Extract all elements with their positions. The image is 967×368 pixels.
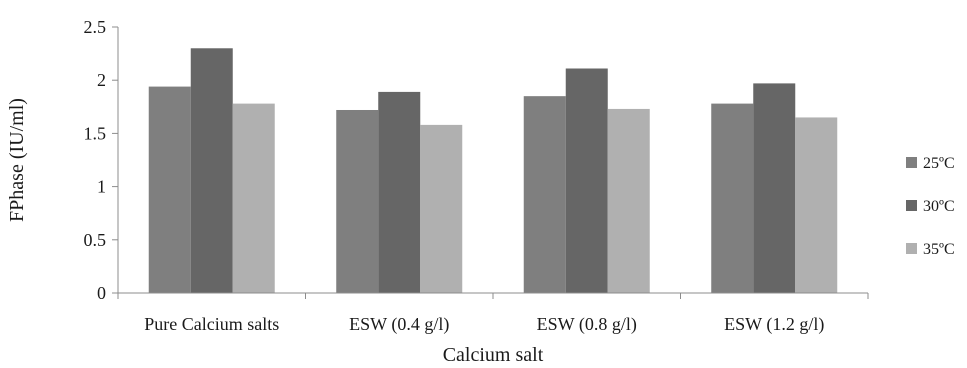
bar-3-2 xyxy=(420,124,463,293)
legend-label: 35ºC xyxy=(923,241,955,258)
legend-swatch xyxy=(906,157,917,168)
bar-2-2 xyxy=(378,91,421,294)
y-tick-label: 1.5 xyxy=(84,123,107,143)
bar-3-4 xyxy=(795,117,838,293)
y-tick-label: 0 xyxy=(97,283,106,303)
bar-3-3 xyxy=(607,108,650,293)
x-axis-title: Calcium salt xyxy=(443,344,544,366)
y-axis-ticks: 0 0.5 1 1.5 2 2.5 xyxy=(84,17,118,303)
y-tick-label: 1 xyxy=(97,177,106,197)
bar-2-3 xyxy=(565,68,608,293)
y-axis-title: FPhase (IU/ml) xyxy=(6,98,28,222)
bar-2-4 xyxy=(753,83,796,293)
x-tick-label: ESW (0.4 g/l) xyxy=(349,314,449,335)
bar-3-1 xyxy=(232,103,275,293)
legend-swatch xyxy=(906,200,917,211)
x-tick-label: ESW (0.8 g/l) xyxy=(537,314,637,335)
bar-1-1 xyxy=(148,86,191,293)
y-tick-label: 2.5 xyxy=(84,17,107,37)
bar-1-2 xyxy=(336,109,379,293)
x-tick-label: Pure Calcium salts xyxy=(144,314,279,334)
bar-1-3 xyxy=(523,96,566,293)
bar-2-1 xyxy=(190,48,233,293)
y-tick-label: 2 xyxy=(97,70,106,90)
legend-swatch xyxy=(906,243,917,254)
legend: 25ºC 30ºC 35ºC xyxy=(906,155,955,258)
legend-label: 30ºC xyxy=(923,198,955,215)
x-tick-label: ESW (1.2 g/l) xyxy=(724,314,824,335)
y-tick-label: 0.5 xyxy=(84,230,107,250)
plot-area xyxy=(148,48,838,294)
bar-1-4 xyxy=(711,103,754,293)
x-axis-ticks: Pure Calcium salts ESW (0.4 g/l) ESW (0.8 … xyxy=(117,293,869,335)
legend-label: 25ºC xyxy=(923,155,955,172)
